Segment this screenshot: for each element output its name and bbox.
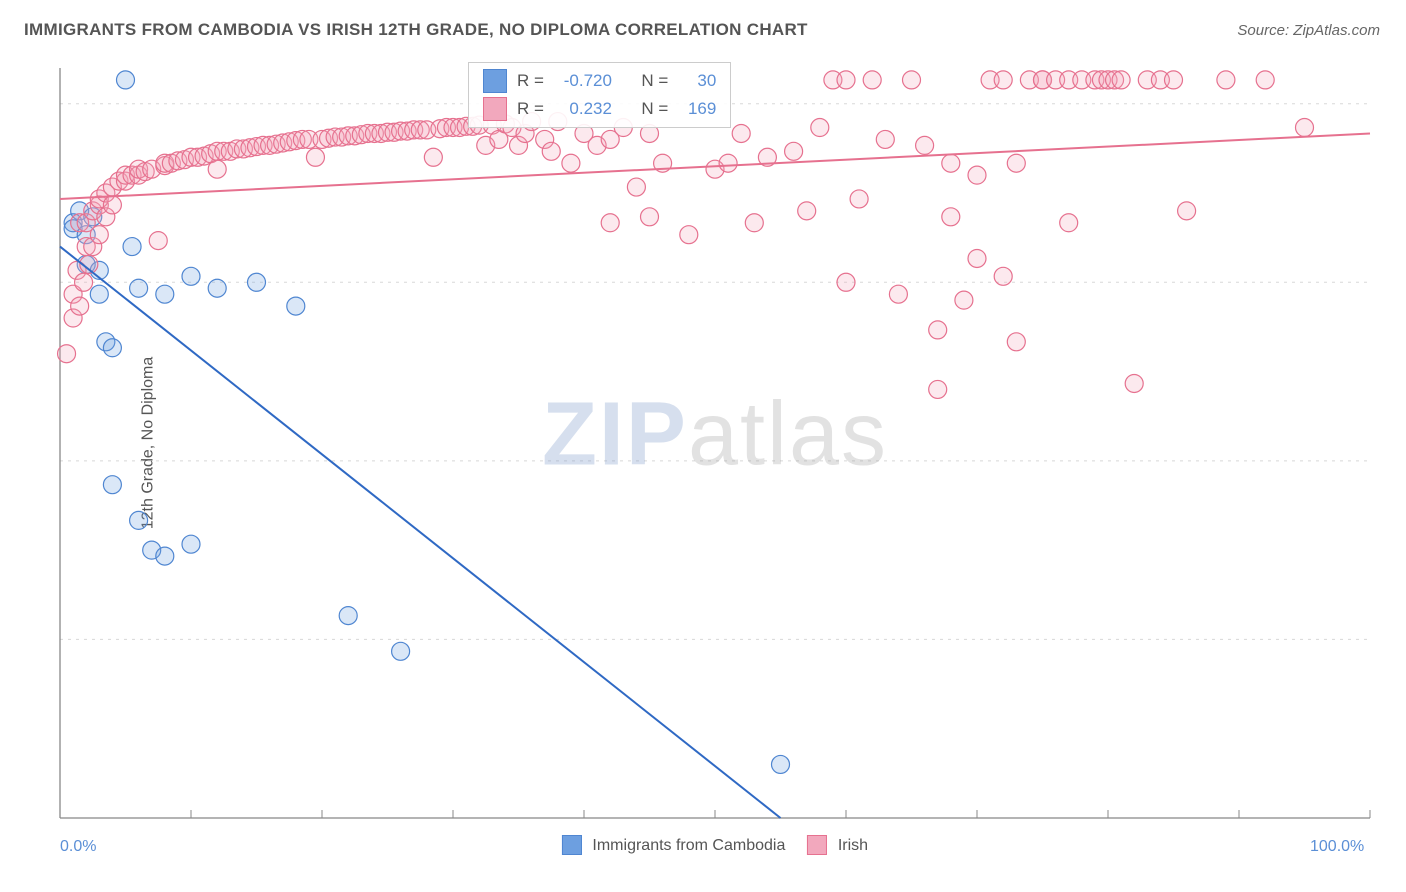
correlation-box: R = -0.720 N = 30 R = 0.232 N = 169 [468,62,731,128]
chart-svg [50,58,1380,828]
corr-swatch-1 [483,69,507,93]
source-name: ZipAtlas.com [1293,22,1380,39]
legend-swatch-2 [807,835,827,855]
correlation-row-2: R = 0.232 N = 169 [469,95,730,123]
corr-n-val-1: 30 [678,71,716,91]
legend-item-1: Immigrants from Cambodia [562,836,785,856]
chart-title: IMMIGRANTS FROM CAMBODIA VS IRISH 12TH G… [24,20,808,40]
y-tick-label: 100.0% [1390,94,1406,112]
source-attribution: Source: ZipAtlas.com [1237,22,1380,39]
corr-r-label: R = [517,99,544,119]
x-tick-label: 0.0% [60,838,96,856]
legend-item-2: Irish [807,836,868,856]
corr-n-val-2: 169 [678,99,716,119]
legend-swatch-1 [562,835,582,855]
corr-r-label: R = [517,71,544,91]
y-tick-label: 70.0% [1390,451,1406,469]
corr-r-val-1: -0.720 [554,71,612,91]
legend-label-2: Irish [838,837,868,854]
correlation-row-1: R = -0.720 N = 30 [469,67,730,95]
corr-n-label: N = [641,71,668,91]
x-tick-label: 100.0% [1310,838,1364,856]
corr-n-label: N = [641,99,668,119]
chart-plot-area: 12th Grade, No Diploma ZIPatlas R = -0.7… [50,58,1380,828]
bottom-legend: Immigrants from Cambodia Irish [562,836,868,856]
legend-label-1: Immigrants from Cambodia [592,837,785,854]
y-tick-label: 55.0% [1390,629,1406,647]
corr-r-val-2: 0.232 [554,99,612,119]
corr-swatch-2 [483,97,507,121]
y-tick-label: 85.0% [1390,272,1406,290]
source-label: Source: [1237,22,1289,39]
